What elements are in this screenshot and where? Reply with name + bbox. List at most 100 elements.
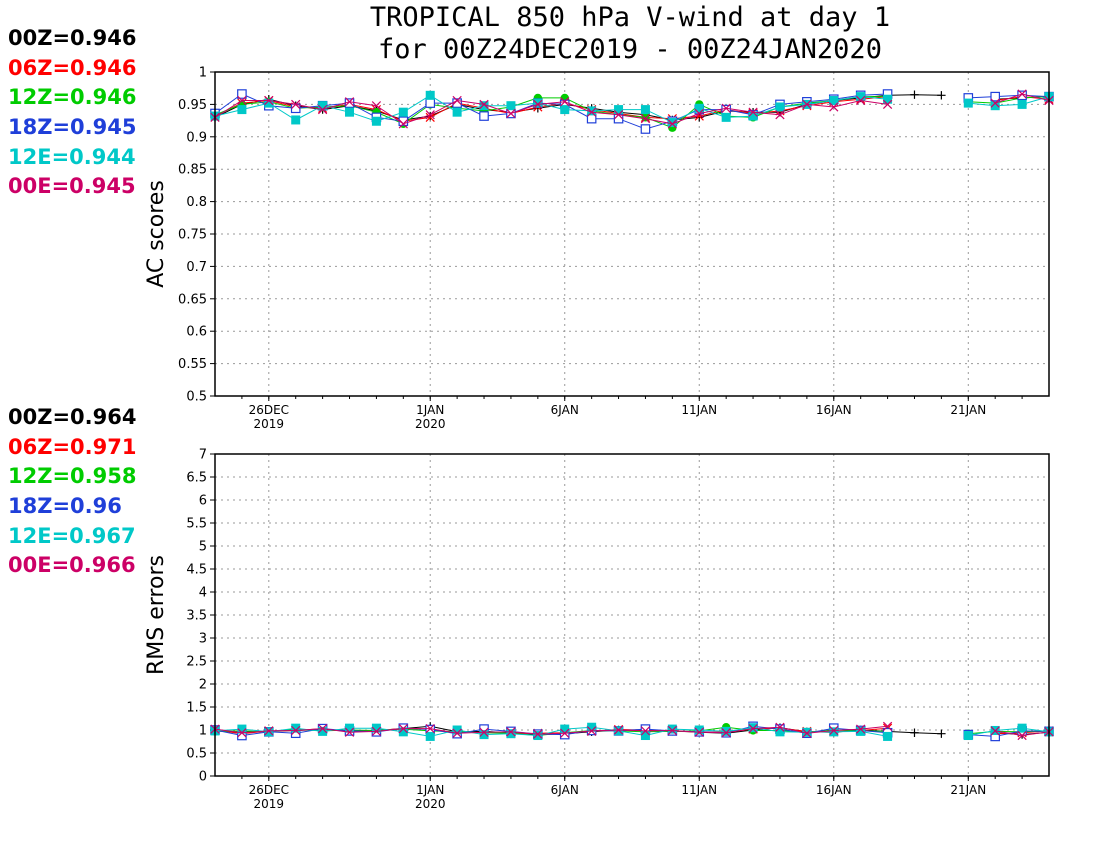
x-tick-sublabel: 2020: [415, 417, 446, 431]
ac-point-12e: [560, 105, 570, 115]
rms-point-00e: [264, 726, 274, 736]
y-tick-label: 5: [199, 540, 207, 555]
rms-point-12e: [775, 727, 785, 737]
ac-point-00e: [264, 95, 274, 106]
ac-point-12e: [1017, 99, 1027, 109]
x-tick-sublabel: 2019: [254, 417, 285, 431]
ac-point-12e: [479, 101, 489, 111]
y-tick-label: 5.5: [186, 517, 207, 532]
rms-point-12e: [694, 725, 704, 735]
ac-point-12e: [398, 107, 408, 117]
rms-point-12e: [371, 723, 381, 733]
rms-legend-18z: 18Z=0.96: [8, 494, 122, 519]
ac-point-00e: [371, 101, 382, 111]
rms-point-12e: [721, 726, 731, 736]
ac-point-00e: [533, 99, 543, 110]
rms-point-12e: [963, 731, 973, 741]
x-tick-label: 16JAN: [816, 403, 852, 417]
x-tick-label: 21JAN: [950, 403, 986, 417]
rms-point-00e: [802, 728, 812, 738]
ac-point-00e: [882, 99, 893, 110]
ac-point-12e: [533, 98, 543, 108]
ac-point-12e: [264, 98, 274, 108]
ac-legend-06z: 06Z=0.946: [8, 55, 137, 80]
rms-point-00z: [937, 729, 946, 738]
rms-point-00e: [990, 726, 1000, 736]
y-tick-label: 6: [199, 494, 207, 509]
ac-point-18z: [237, 89, 247, 99]
ac-point-00e: [640, 114, 651, 124]
rms-point-12e: [614, 726, 624, 736]
rms-point-12e: [533, 731, 543, 741]
ac-point-00e: [479, 99, 489, 110]
rms-point-12e: [318, 726, 328, 736]
y-tick-label: 4: [199, 586, 207, 601]
ac-point-18z: [990, 91, 1000, 102]
y-tick-label: 0: [199, 770, 207, 785]
rms-point-00e: [291, 725, 301, 736]
chart-title-line1: TROPICAL 850 hPa V-wind at day 1: [370, 2, 890, 33]
rms-point-00e: [452, 728, 462, 738]
x-tick-label: 1JAN: [416, 403, 444, 417]
ac-scores-panel: 0.5 0.55 0.6 0.65 0.7 0.75 0.8 0.85 0.9 0.95 1 26DE…: [144, 66, 1054, 431]
rms-point-00e: [533, 729, 543, 739]
ac-point-12e: [990, 101, 1000, 111]
chart-title-line2: for 00Z24DEC2019 - 00Z24JAN2020: [378, 34, 882, 65]
y-tick-label: 1: [199, 66, 207, 81]
ac-point-00e: [721, 103, 731, 113]
rms-point-00e: [479, 727, 489, 737]
rms-point-12e: [398, 727, 408, 737]
y-tick-label: 0.85: [178, 163, 207, 178]
rms-point-00e: [721, 728, 731, 738]
rms-point-12e: [560, 724, 570, 734]
rms-point-12e: [479, 730, 489, 740]
x-tick-label: 1JAN: [416, 783, 444, 797]
y-tick-label: 7: [199, 448, 207, 463]
rms-point-12e: [748, 723, 758, 733]
ac-point-00e: [237, 95, 247, 106]
y-tick-label: 0.5: [186, 747, 207, 762]
rms-series-line-12e: [968, 727, 1050, 736]
y-tick-label: 4.5: [186, 563, 207, 578]
ac-point-12e: [748, 111, 758, 121]
y-tick-label: 0.5: [186, 390, 207, 405]
ac-point-00e: [990, 98, 1000, 108]
y-tick-label: 3.5: [186, 609, 207, 624]
rms-point-00e: [640, 726, 651, 736]
rms-point-00e: [829, 725, 839, 736]
ac-point-00z: [910, 90, 919, 99]
y-tick-label: 2: [199, 678, 207, 693]
rms-series-line-00e: [214, 725, 888, 735]
ac-series-line-12e: [968, 96, 1050, 107]
ac-point-12e: [237, 105, 247, 115]
ac-point-12e: [452, 107, 462, 117]
ac-legend: 00Z=0.946 06Z=0.946 12Z=0.946 18Z=0.945 …: [8, 24, 136, 202]
ac-point-12e: [883, 94, 893, 104]
rms-point-12e: [640, 731, 650, 741]
y-tick-label: 0.9: [186, 130, 207, 145]
rms-point-12e: [829, 727, 839, 737]
rms-point-12e: [237, 724, 247, 734]
ac-point-12e: [775, 102, 785, 112]
ac-point-12e: [345, 107, 355, 117]
ac-point-12e: [694, 103, 704, 113]
rms-point-00e: [775, 722, 785, 732]
rms-point-00e: [560, 728, 570, 738]
ac-point-18z: [479, 111, 489, 121]
rms-point-00e: [613, 725, 624, 735]
ac-point-18z: [721, 104, 731, 115]
ac-point-12e: [587, 106, 597, 116]
rms-point-12e: [802, 727, 812, 737]
ac-point-00e: [1017, 89, 1027, 99]
rms-point-12e: [345, 723, 355, 733]
ac-point-12e: [856, 92, 866, 102]
ac-point-12e: [963, 98, 973, 108]
rms-point-00e: [1017, 730, 1027, 741]
x-tick-label: 26DEC: [249, 783, 289, 797]
ac-point-00e: [291, 99, 301, 110]
ac-point-00e: [856, 95, 866, 106]
ac-point-00e: [560, 97, 570, 107]
ac-point-18z: [640, 124, 651, 134]
ac-point-00e: [829, 102, 839, 112]
